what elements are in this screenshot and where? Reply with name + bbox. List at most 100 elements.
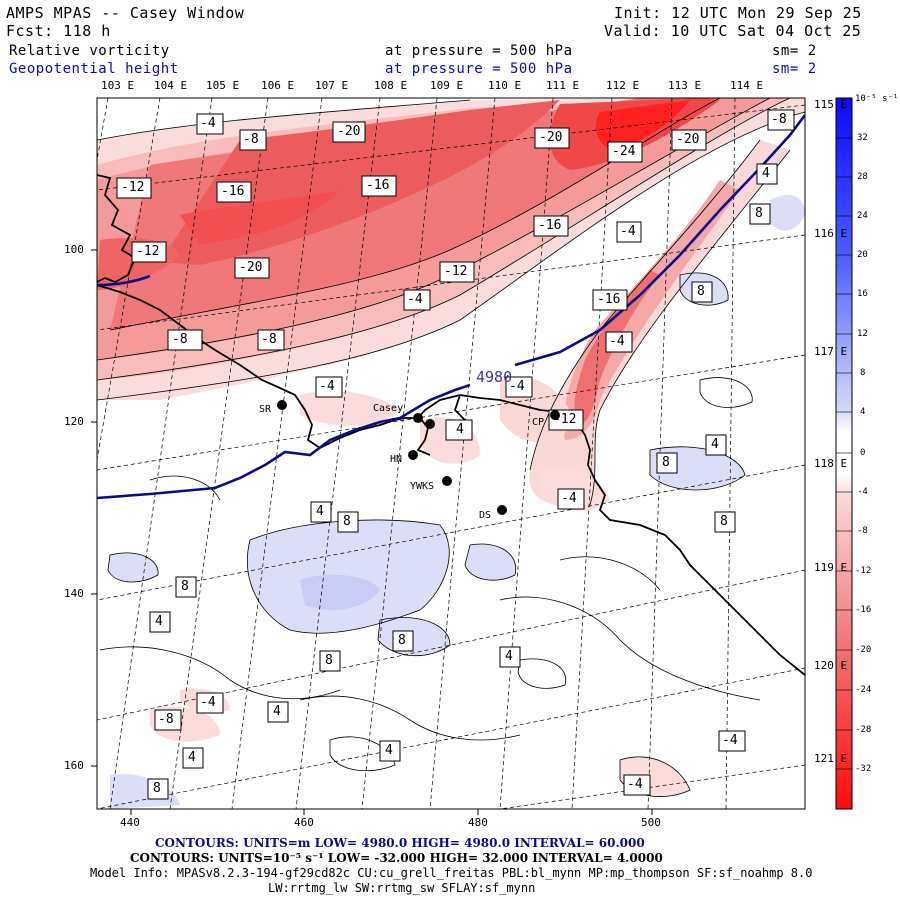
coastline — [97, 174, 805, 676]
vort-label: 8 — [181, 579, 189, 594]
vort-label: 4 — [505, 649, 513, 664]
field1-name: Relative vorticity — [9, 43, 170, 59]
station-marker-hn — [408, 450, 418, 460]
vort-label: -20 — [239, 260, 263, 275]
lon-label-right: 117 E — [814, 345, 848, 358]
vort-label: 8 — [398, 633, 406, 648]
vort-label: 4 — [155, 614, 163, 629]
station-marker-sr — [277, 400, 287, 410]
footer-physics-info: LW:rrtmg_lw SW:rrtmg_sw SFLAY:sf_mynn — [268, 881, 536, 895]
station-marker-casey — [413, 413, 423, 423]
vort-label: -8 — [158, 712, 174, 727]
y-tick-label: 140 — [64, 587, 84, 600]
colorbar-label: -12 — [855, 566, 872, 576]
vort-label: -4 — [319, 379, 335, 394]
vort-label: -4 — [722, 733, 738, 748]
plot-frame — [96, 97, 806, 810]
colorbar-label: -24 — [855, 685, 872, 695]
colorbar-label: 16 — [857, 289, 868, 299]
vort-label: -4 — [627, 777, 643, 792]
station-label-ywks: YWKS — [410, 481, 435, 492]
vort-label: -4 — [407, 292, 423, 307]
colorbar-label: 8 — [860, 368, 866, 378]
x-tick-label: 460 — [294, 816, 314, 829]
vort-label: -16 — [366, 178, 390, 193]
field2-level: at pressure = 500 hPa — [385, 61, 573, 77]
colorbar-label: 28 — [857, 172, 868, 182]
lon-label-top: 108 E — [374, 79, 408, 92]
vort-label: -20 — [676, 132, 700, 147]
colorbar-label: 0 — [860, 448, 866, 458]
field2-smoothing: sm= 2 — [772, 61, 817, 77]
chart-title: AMPS MPAS -- Casey Window — [6, 4, 245, 22]
station-label-cp: CP — [532, 417, 545, 428]
colorbar-label: 4 — [860, 407, 866, 417]
vort-label: -4 — [509, 379, 525, 394]
lon-label-top: 109 E — [430, 79, 464, 92]
footer-height-contours: CONTOURS: UNITS=m LOW= 4980.0 HIGH= 4980… — [155, 836, 645, 850]
station-markers — [277, 400, 560, 515]
vort-label: 4 — [188, 750, 196, 765]
vort-label: 8 — [343, 514, 351, 529]
lon-label-top: 106 E — [261, 79, 295, 92]
station-label-sr: SR — [259, 404, 272, 415]
vort-label: 4 — [273, 704, 281, 719]
vort-label: -4 — [561, 491, 577, 506]
vort-label: -16 — [597, 292, 621, 307]
lon-label-top: 113 E — [668, 79, 702, 92]
colorbar-label: 24 — [857, 211, 868, 221]
vort-label: -8 — [771, 112, 787, 127]
vort-label: 8 — [697, 284, 705, 299]
lon-label-top: 107 E — [315, 79, 349, 92]
lon-label-right: 115 E — [814, 98, 848, 111]
lon-label-top: 104 E — [154, 79, 188, 92]
vort-label: 8 — [325, 653, 333, 668]
field2-name: Geopotential height — [9, 61, 179, 77]
vort-label: 4 — [316, 504, 324, 519]
vort-label: -4 — [620, 224, 636, 239]
lon-label-top: 103 E — [101, 79, 135, 92]
colorbar-label: 12 — [857, 329, 868, 339]
lon-label-right: 120 E — [814, 659, 848, 672]
vort-label: -8 — [172, 332, 188, 347]
vort-label: 8 — [720, 514, 728, 529]
x-tick-label: 480 — [468, 816, 488, 829]
vort-label: -12 — [121, 180, 145, 195]
forecast-hour: Fcst: 118 h — [6, 22, 111, 40]
vort-label: -24 — [612, 144, 636, 159]
lon-label-right: 118 E — [814, 457, 848, 470]
vort-label: -12 — [136, 244, 160, 259]
vort-label: 4 — [711, 437, 719, 452]
colorbar-label: -32 — [855, 764, 872, 774]
lon-label-top: 112 E — [606, 79, 640, 92]
plot-area — [97, 98, 805, 809]
colorbar-label: -16 — [855, 605, 872, 615]
vort-label: -4 — [200, 695, 216, 710]
vort-label: 8 — [662, 455, 670, 470]
station-label-hn: HN — [390, 454, 403, 465]
station-marker-casey-2 — [425, 419, 435, 429]
field1-smoothing: sm= 2 — [772, 43, 817, 59]
valid-time: Valid: 10 UTC Sat 04 Oct 25 — [604, 22, 862, 40]
field1-level: at pressure = 500 hPa — [385, 43, 573, 59]
vort-label: -8 — [243, 132, 259, 147]
vort-label: -12 — [444, 264, 468, 279]
vort-label: -20 — [539, 130, 563, 145]
colorbar — [835, 97, 853, 810]
station-label-casey: Casey — [373, 403, 404, 414]
colorbar-label: -28 — [855, 725, 872, 735]
colorbar-label: -4 — [857, 487, 868, 497]
station-marker-cp — [550, 410, 560, 420]
lon-label-top: 111 E — [546, 79, 580, 92]
station-marker-ywks — [442, 476, 452, 486]
y-tick-label: 100 — [64, 243, 84, 256]
station-label-ds: DS — [479, 510, 492, 521]
vort-label: -4 — [609, 334, 625, 349]
vort-label: -16 — [221, 184, 245, 199]
y-tick-label: 160 — [64, 759, 84, 772]
lon-label-right: 121 E — [814, 752, 848, 765]
vort-label: -8 — [261, 332, 277, 347]
vort-label: -4 — [200, 116, 216, 131]
vort-label: -12 — [553, 412, 577, 427]
